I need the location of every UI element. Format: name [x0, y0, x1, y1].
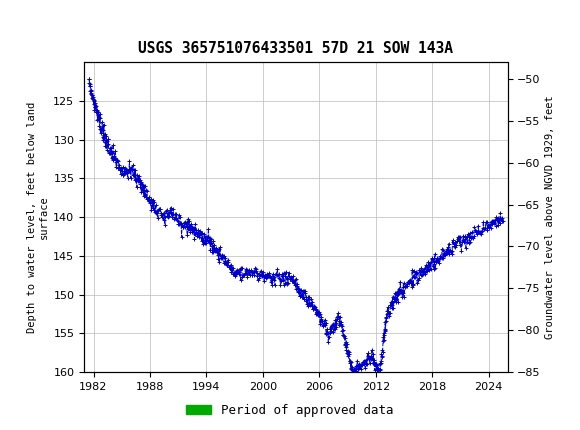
Y-axis label: Depth to water level, feet below land
surface: Depth to water level, feet below land su…	[27, 101, 49, 333]
Text: ≡USGS: ≡USGS	[5, 9, 75, 27]
Y-axis label: Groundwater level above NGVD 1929, feet: Groundwater level above NGVD 1929, feet	[545, 95, 555, 339]
Title: USGS 365751076433501 57D 21 SOW 143A: USGS 365751076433501 57D 21 SOW 143A	[138, 40, 454, 55]
Legend: Period of approved data: Period of approved data	[181, 399, 399, 421]
